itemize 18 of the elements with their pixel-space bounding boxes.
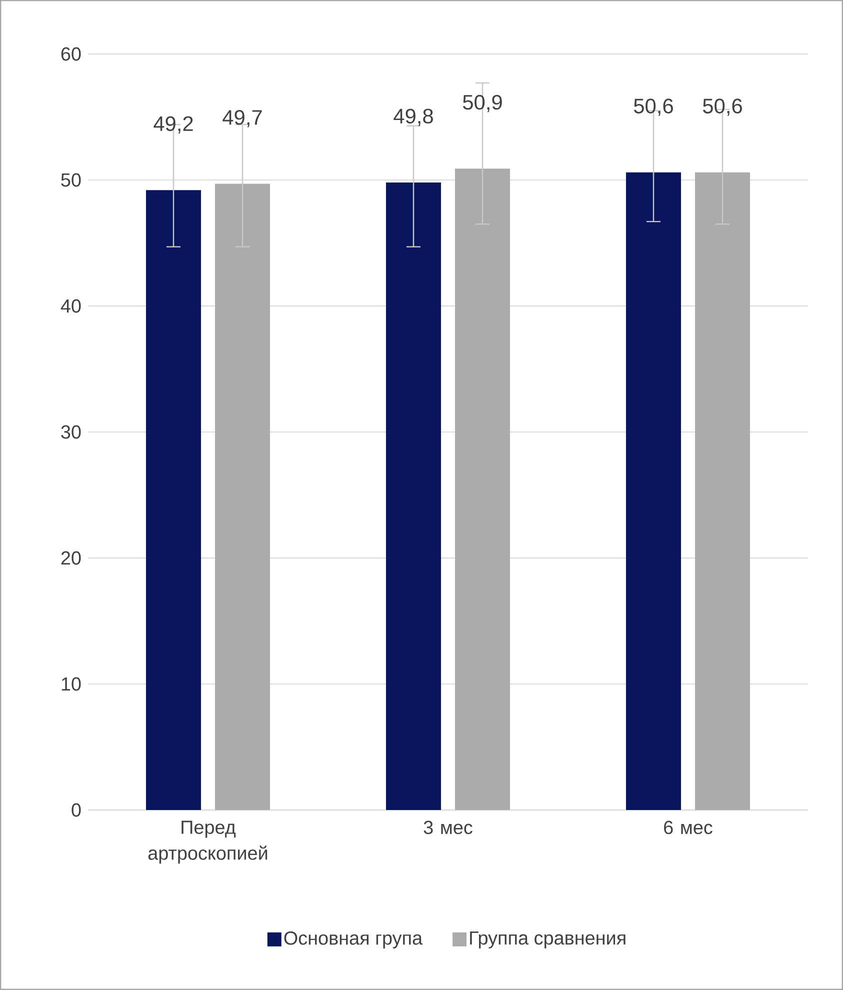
legend-label: Основная група bbox=[284, 931, 423, 949]
y-tick-label: 0 bbox=[72, 803, 81, 817]
y-tick-label: 40 bbox=[60, 299, 81, 313]
data-label: 49,7 bbox=[222, 110, 262, 128]
y-tick-label: 50 bbox=[61, 173, 81, 187]
data-label: 49,8 bbox=[394, 108, 433, 126]
x-tick-label: Перед артроскопией bbox=[148, 820, 268, 864]
x-tick-label: 6 мес bbox=[664, 820, 712, 834]
y-tick-label: 10 bbox=[62, 677, 81, 691]
data-label: 50,6 bbox=[702, 98, 742, 116]
x-tick-label: 3 мес bbox=[424, 820, 472, 834]
data-label: 50,9 bbox=[462, 94, 502, 112]
y-tick-label: 30 bbox=[61, 425, 81, 439]
data-label: 49,2 bbox=[154, 116, 193, 134]
legend-label: Группа сравнения bbox=[470, 931, 626, 948]
data-label: 50,6 bbox=[634, 98, 673, 116]
y-tick-label: 20 bbox=[61, 551, 81, 565]
y-tick-label: 60 bbox=[61, 47, 81, 61]
